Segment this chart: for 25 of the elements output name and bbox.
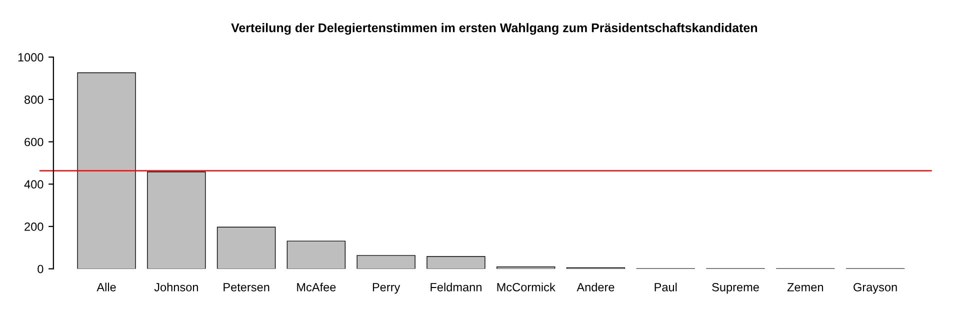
y-tick-label: 1000 (18, 53, 44, 62)
y-tick-label: 800 (24, 95, 44, 104)
x-tick-label: McAfee (297, 282, 336, 292)
y-tick-label: 0 (38, 264, 44, 274)
chart-title: Verteilung der Delegiertenstimmen im ersten Wahlgang zum Präsidentschaftskandidaten (231, 23, 758, 35)
x-tick-label: Alle (96, 282, 116, 292)
bar (216, 226, 276, 269)
x-tick-label: Perry (372, 283, 400, 294)
x-tick-label: Feldmann (430, 282, 482, 292)
x-tick-label: Johnson (154, 282, 198, 292)
y-tick-label: 200 (24, 222, 44, 231)
bar (356, 255, 416, 269)
x-tick-label: Grayson (854, 283, 897, 294)
x-tick-label: McCormick (497, 282, 556, 292)
bar (286, 240, 346, 269)
y-tick-label: 600 (24, 138, 44, 146)
x-tick-label: Petersen (224, 283, 270, 292)
x-tick-label: Paul (654, 282, 677, 292)
bar (147, 172, 206, 269)
y-tick-label: 400 (24, 180, 44, 189)
x-tick-label: Supreme (712, 283, 759, 294)
x-tick-label: Andere (576, 282, 614, 292)
bar (77, 72, 136, 269)
x-tick-label: Zemen (787, 283, 824, 292)
bar (426, 256, 486, 269)
